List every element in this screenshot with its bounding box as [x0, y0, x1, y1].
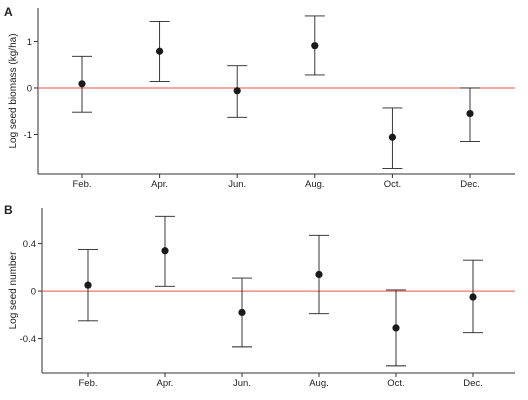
panel-b-x-tick-label: Jun. — [233, 378, 251, 389]
panel-b-x-tick-label: Feb. — [78, 378, 97, 389]
panel-b-y-tick-label: 0 — [31, 287, 36, 298]
panel-b-x-tick-label: Aug. — [309, 378, 329, 389]
panel-a-data-point — [156, 47, 164, 55]
panel-a-data-point — [466, 109, 474, 118]
panel-a-y-axis-title: Log seed biomass (kg/ha) — [8, 33, 19, 148]
panel-a-y-tick-label: 0 — [27, 83, 32, 94]
panel-a-x-tick-label: Dec. — [460, 179, 480, 190]
panel-a-data-point — [311, 42, 319, 50]
panel-b-x-tick-label: Dec. — [463, 378, 483, 389]
panel-a-y-tick-label: 1 — [27, 37, 32, 48]
panel-b-x-tick-label: Oct. — [387, 378, 404, 389]
panel-b-y-axis-title: Log seed number — [8, 251, 19, 330]
panel-a-data-point — [78, 80, 86, 88]
panel-b-data-point — [315, 270, 323, 279]
panel-a-data-point — [388, 133, 396, 141]
panel-a-x-tick-label: Feb. — [72, 179, 91, 190]
panel-b-data-point — [469, 293, 477, 301]
panel-b-data-point — [392, 324, 400, 332]
panel-a-data-point — [233, 87, 241, 95]
panel-a-y-tick-label: -1 — [24, 130, 32, 141]
panel-b-y-tick-label: -0.4 — [20, 334, 36, 345]
panel-b-data-point — [84, 281, 92, 289]
panel-b-data-point — [161, 247, 169, 255]
panel-b-x-tick-label: Apr. — [157, 378, 174, 389]
panel-a-letter: A — [4, 5, 13, 19]
panel-b-y-tick-label: 0.4 — [23, 239, 36, 250]
panel-b-letter: B — [4, 203, 13, 217]
panel-b-data-point — [238, 308, 246, 317]
panel-a-x-tick-label: Jun. — [228, 179, 246, 190]
panel-a-x-tick-label: Aug. — [305, 179, 325, 190]
panel-a-x-tick-label: Apr. — [151, 179, 168, 190]
panel-a: A 1 0 -1 Log seed biomass (kg/ha) Feb. Apr. Ju… — [4, 5, 515, 190]
panel-a-x-tick-label: Oct. — [384, 179, 401, 190]
